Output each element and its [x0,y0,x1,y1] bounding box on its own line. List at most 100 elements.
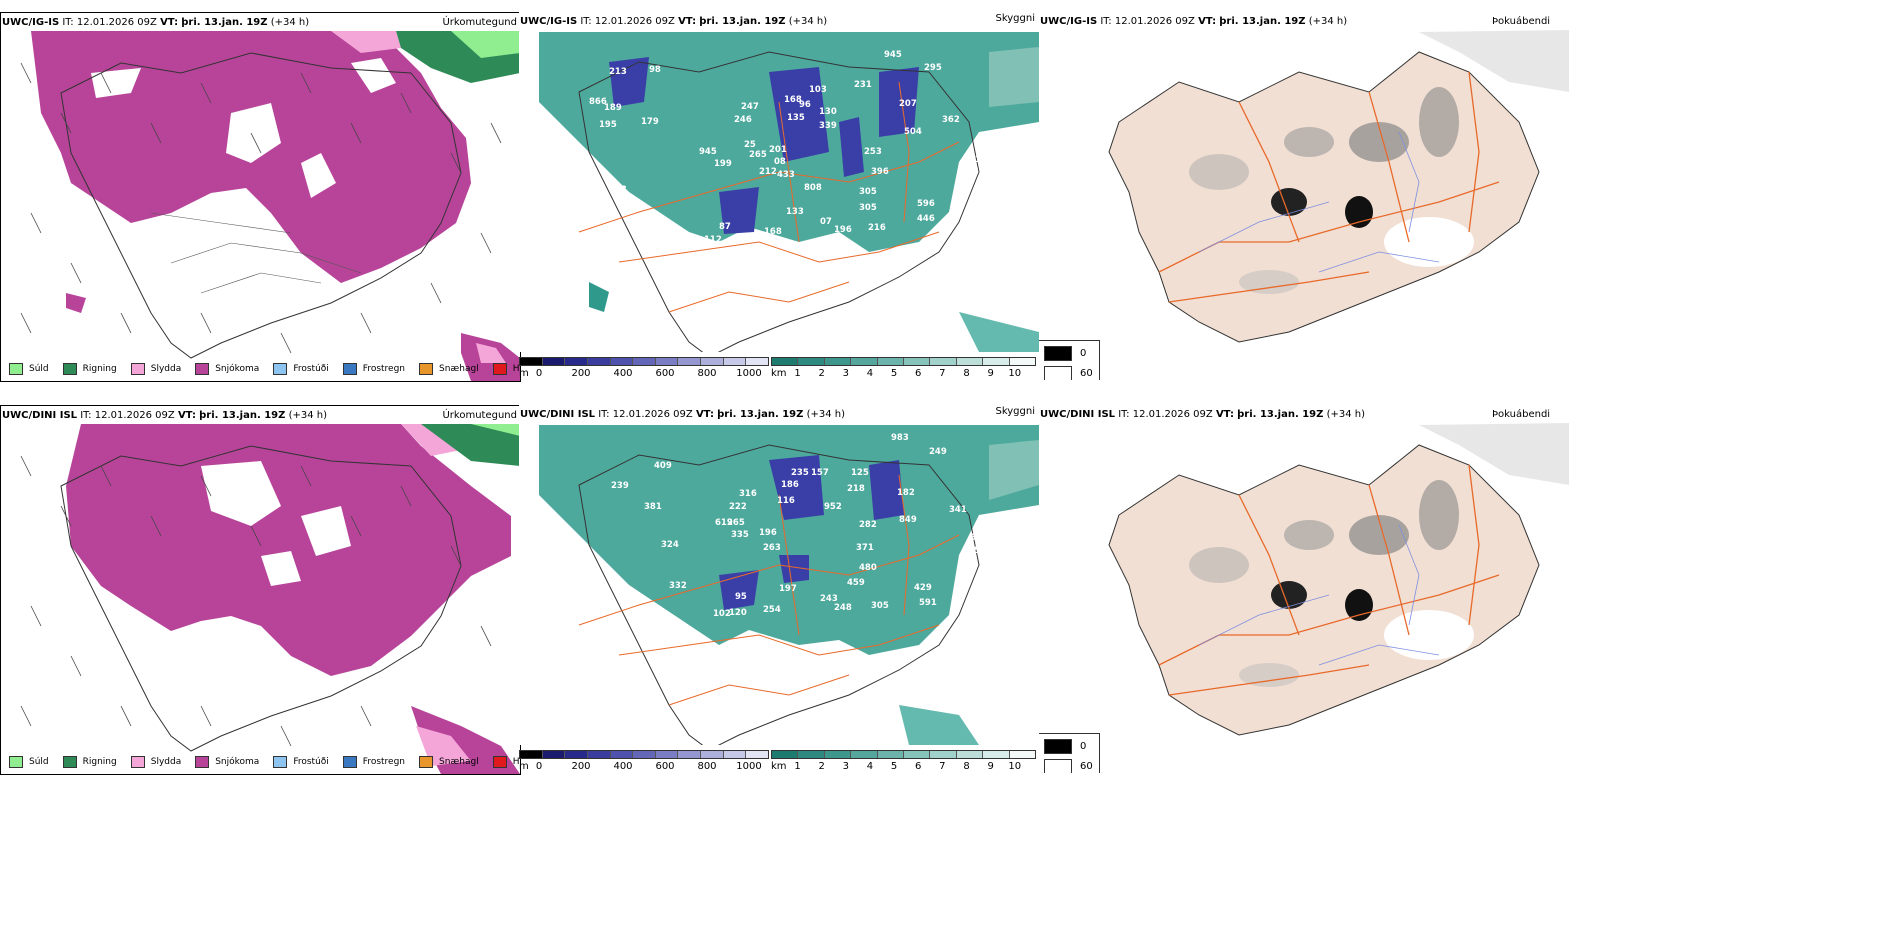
colorbar-segment [824,358,852,365]
precip-map-bottom [1,406,520,774]
colorbar-tick: 7 [939,368,946,379]
legend-item: Súld [9,756,49,768]
cloud-base-label: 199 [714,159,732,169]
vt-label: VT: [678,16,697,27]
cloud-base-label: 808 [804,183,822,193]
legend-swatch [62,363,77,375]
legend-item: Rigning [62,363,117,375]
cloud-base-label: 195 [599,120,617,130]
colorbar-tick: 1 [794,761,801,772]
fog-legend-row: 60 [1044,756,1093,773]
cloud-base-label: 103 [809,85,827,95]
legend-label: Snæhagl [439,364,479,374]
colorbar-tick: 8 [963,761,970,772]
cloud-base-label: 116 [777,496,795,506]
model-name: UWC/IG-IS [1040,16,1098,27]
cloud-base-label: 201 [769,145,787,155]
lead-time: (+34 h) [1326,409,1366,420]
colorbar-segment [610,358,634,365]
cloud-base-label: 578 [970,533,988,543]
legend-label: Frostregn [362,757,406,767]
cloud-base-label: 130 [819,107,837,117]
colorbar-tick: 1 [794,368,801,379]
panel-title-precip: Úrkomutegund [442,17,517,28]
colorbar-unit: m [519,761,529,772]
cloud-base-label: 189 [604,103,622,113]
legend-label: Snjókoma [215,364,260,374]
cloud-base-label: 235 [791,468,809,478]
colorbar-tick: 1000 [736,761,762,772]
fog-panel-bottom: UWC/DINI ISL IT: 12.01.2026 09Z VT: þri.… [1039,405,1900,773]
it-value: 12.01.2026 09Z [594,16,675,27]
cloud-base-label: 254 [763,605,781,615]
legend-item: Frostúði [273,363,329,375]
panel-title-fog: Þokuábendi [1492,409,1551,420]
it-label: IT: [1100,16,1112,27]
colorbar-segment [633,751,656,758]
fog-panel-top: UWC/IG-IS IT: 12.01.2026 09Z VT: þri. 13… [1039,12,1900,380]
legend-swatch [419,363,434,375]
colorbar-tick: 5 [890,761,898,772]
vt-label: VT: [160,17,179,28]
colorbar-segment [520,751,543,758]
cloud-base-label: 196 [759,528,777,538]
cloud-base-label: 381 [644,502,662,512]
fog-legend-label: 60 [1080,760,1093,772]
colorbar-tick: 400 [613,368,633,379]
cloud-base-label: 685 [961,167,979,177]
colorbar-segment [723,358,747,365]
legend-label: Frostúði [293,364,329,374]
cloud-base-label: 343 [609,185,627,195]
colorbar-segment [904,358,931,365]
panel-title-fog: Þokuábendi [1492,16,1551,27]
colorbar-tick: 800 [697,761,717,772]
colorbar-tick: 4 [866,761,874,772]
colorbar-tick: 1000 [736,368,762,379]
colorbar-tick: 0 [535,761,543,772]
cloud-base-label: 135 [787,113,805,123]
colorbar-segment [701,358,724,365]
cloud-base-label: 217 [969,155,987,165]
colorbar-segment [565,358,588,365]
colorbar-tick: 2 [818,761,825,772]
fog-legend-swatch [1044,345,1072,361]
cloud-base-label: 112 [704,235,722,245]
colorbar-segment [746,751,769,758]
cloud-base-label: 118 [579,217,597,227]
cloud-base-label: 263 [763,543,781,553]
vt-label: VT: [1215,409,1234,420]
legend-item: Snjókoma [195,363,259,375]
legend-swatch [130,756,145,768]
cloud-base-label: 120 [729,608,747,618]
colorbar-segment [565,751,588,758]
colorbar-tick: 400 [613,761,633,772]
fog-legend-label: 60 [1080,367,1093,379]
cloud-panel-top: 945 295 213 98 866 189 179 195 247 246 168 103 135 96… [519,12,1039,380]
colorbar-segment [701,751,724,758]
lead-time: (+34 h) [1308,16,1348,27]
legend-swatch [9,756,23,768]
vt-value: þri. 13.jan. 19Z [717,409,804,420]
it-label: IT: [1118,409,1130,420]
colorbar-tick: 8 [963,368,970,379]
colorbar-segment [983,358,1010,365]
lead-time: (+34 h) [788,16,828,27]
colorbar-tick: 200 [571,761,591,772]
cloud-base-label: 337 [764,733,782,743]
panel-header: UWC/IG-IS IT: 12.01.2026 09Z VT: þri. 13… [2,17,309,29]
cloud-base-label: 222 [729,502,747,512]
fog-legend-swatch [1044,758,1072,773]
it-value: 12.01.2026 09Z [76,17,157,28]
colorbar-segment [851,751,878,758]
cloud-panel-bottom: 983 249 409 239 381 316 222 235 157 186 116 125 218 1… [519,405,1039,773]
precip-panel-bottom: UWC/DINI ISL IT: 12.01.2026 09Z VT: þri.… [0,405,521,775]
colorbar-segment [587,358,611,365]
cloud-base-label: 253 [864,147,882,157]
precip-map-top [1,13,520,381]
cloud-base-label: 295 [924,63,942,73]
colorbar-ticks: km 1 2 3 4 5 6 7 8 9 10 [771,368,1036,380]
cloud-base-label: 362 [942,115,960,125]
legend-swatch [9,363,23,375]
cloud-base-label: 207 [899,99,917,109]
